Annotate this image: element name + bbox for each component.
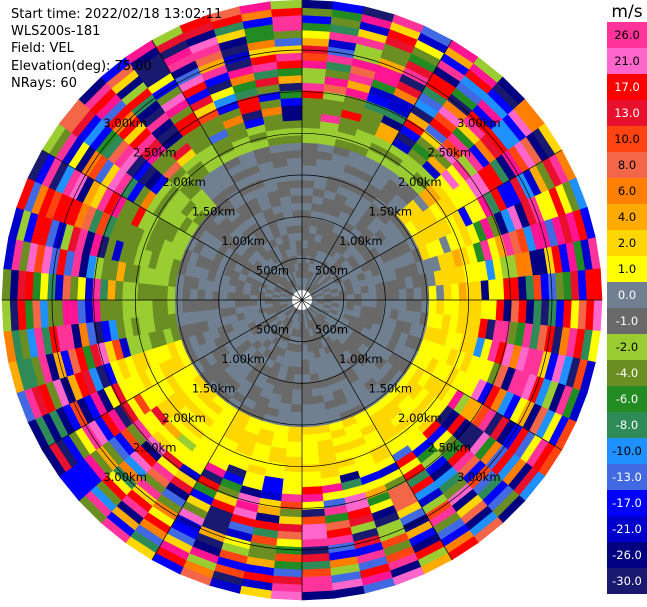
colorbar-tick: 21.0	[614, 54, 640, 68]
colorbar-box	[607, 126, 647, 152]
azimuth-spoke	[151, 40, 303, 301]
colorbar-tick: -10.0	[612, 444, 642, 458]
azimuth-spoke	[301, 149, 562, 301]
range-label: 2.50km	[133, 146, 176, 160]
colorbar-tick: -6.0	[616, 392, 638, 406]
range-label: 500m	[315, 323, 348, 337]
colorbar-box	[607, 386, 647, 412]
nrays: NRays: 60	[11, 75, 77, 91]
station-name: WLS200s-181	[11, 24, 101, 40]
colorbar-label: m/s	[611, 2, 642, 22]
range-label: 2.00km	[398, 175, 441, 189]
colorbar-box	[607, 542, 647, 568]
colorbar-box	[607, 204, 647, 230]
range-label: 2.00km	[398, 411, 441, 425]
info-panel: Start time: 2022/02/18 13:02:11 WLS200s-…	[11, 6, 222, 92]
colorbar-tick: -2.0	[616, 340, 638, 354]
colorbar-tick: -30.0	[612, 574, 642, 588]
elevation: Elevation(deg): 75.00	[11, 58, 152, 74]
colorbar-tick: -26.0	[612, 548, 642, 562]
range-label: 3.00km	[103, 116, 146, 130]
range-label: 2.00km	[162, 175, 205, 189]
colorbar-tick: 8.0	[618, 158, 636, 172]
colorbar-box	[607, 230, 647, 256]
colorbar-box	[607, 308, 647, 334]
range-label: 500m	[256, 264, 289, 278]
colorbar-box	[607, 334, 647, 360]
azimuth-spokes	[2, 0, 602, 600]
range-label: 3.00km	[457, 116, 500, 130]
colorbar-box	[607, 568, 647, 594]
colorbar-box	[607, 48, 647, 74]
colorbar-ticks: 26.0 21.0 17.0 13.0 10.0 8.0 6.0 4.0 2.0 1.0 0.0 -1…	[612, 28, 642, 588]
colorbar-box	[607, 74, 647, 100]
colorbar-tick: 6.0	[618, 184, 636, 198]
colorbar-tick: 17.0	[614, 80, 640, 94]
range-label: 1.00km	[221, 352, 264, 366]
azimuth-spoke	[42, 299, 303, 451]
colorbar-box	[607, 516, 647, 542]
range-label: 2.50km	[428, 146, 471, 160]
range-label: 1.00km	[339, 234, 382, 248]
range-label: 3.00km	[457, 470, 500, 484]
colorbar-tick: 2.0	[618, 236, 636, 250]
colorbar-box	[607, 22, 647, 48]
azimuth-spoke	[301, 299, 453, 560]
range-label: 2.50km	[133, 440, 176, 454]
colorbar-tick: 13.0	[614, 106, 640, 120]
colorbar-box	[607, 256, 647, 282]
range-label: 500m	[256, 323, 289, 337]
colorbar-box	[607, 100, 647, 126]
colorbar-tick: 4.0	[618, 210, 636, 224]
colorbar-tick: -17.0	[612, 496, 642, 510]
colorbar-tick: -8.0	[616, 418, 638, 432]
azimuth-spoke	[42, 149, 303, 301]
colorbar-tick: 1.0	[618, 262, 636, 276]
colorbar-box	[607, 282, 647, 308]
field-name: Field: VEL	[11, 41, 74, 57]
range-label: 1.00km	[221, 234, 264, 248]
colorbar-box	[607, 438, 647, 464]
range-label: 500m	[315, 264, 348, 278]
colorbar-tick: 26.0	[614, 28, 640, 42]
velocity-bins	[1, 0, 603, 601]
colorbar-tick: 0.0	[618, 288, 636, 302]
azimuth-spoke	[301, 299, 562, 451]
start-time: Start time: 2022/02/18 13:02:11	[11, 7, 223, 22]
colorbar-tick: 10.0	[614, 132, 640, 146]
colorbar-tick: -4.0	[616, 366, 638, 380]
colorbar-boxes	[607, 22, 647, 594]
colorbar-tick: -21.0	[612, 522, 642, 536]
colorbar-box	[607, 412, 647, 438]
range-label: 2.50km	[428, 440, 471, 454]
range-label: 1.50km	[369, 205, 412, 219]
colorbar-box	[607, 360, 647, 386]
azimuth-spoke	[151, 299, 303, 560]
range-label: 1.50km	[192, 381, 235, 395]
range-label: 1.50km	[192, 205, 235, 219]
azimuth-spoke	[301, 40, 453, 301]
velocity-bin	[270, 0, 303, 10]
range-label: 2.00km	[162, 411, 205, 425]
colorbar-box	[607, 152, 647, 178]
colorbar-tick: -13.0	[612, 470, 642, 484]
range-label: 1.00km	[339, 352, 382, 366]
range-label: 1.50km	[369, 381, 412, 395]
colorbar-tick: -1.0	[616, 314, 638, 328]
colorbar-box	[607, 490, 647, 516]
range-label: 3.00km	[103, 470, 146, 484]
colorbar-box	[607, 178, 647, 204]
colorbar-box	[607, 464, 647, 490]
range-labels: 500m 500m 500m 500m 1.00km 1.00km 1.00km 1.00km…	[103, 116, 500, 484]
